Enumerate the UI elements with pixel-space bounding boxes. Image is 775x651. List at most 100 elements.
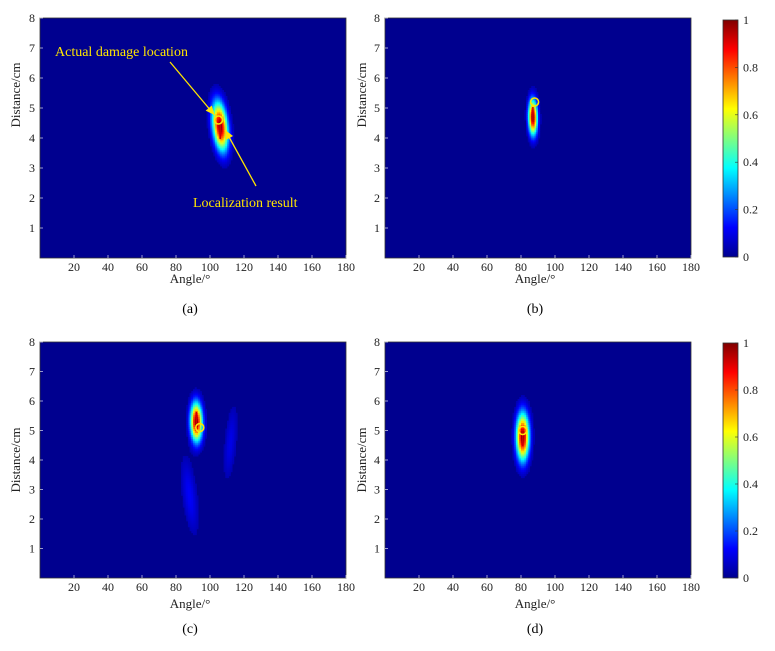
heat-cell	[218, 100, 221, 103]
heat-cell	[196, 495, 199, 498]
heat-cell	[529, 134, 532, 137]
heat-cell	[189, 426, 192, 429]
heat-cell	[526, 467, 529, 471]
heat-cell	[527, 116, 530, 119]
heat-cell	[204, 426, 207, 429]
heat-cell	[191, 436, 194, 439]
heat-cell	[235, 438, 238, 441]
heat-cell	[526, 454, 529, 457]
heat-cell	[524, 446, 527, 449]
heat-cell	[223, 446, 226, 449]
heat-cell	[193, 515, 196, 518]
heat-cell	[189, 485, 192, 488]
heat-cell	[220, 106, 223, 109]
heat-cell	[198, 416, 201, 420]
y-tick-label: 4	[29, 131, 35, 145]
heat-cell	[510, 440, 513, 443]
heat-cell	[534, 94, 537, 97]
heat-cell	[536, 124, 539, 127]
heat-cell	[514, 452, 517, 455]
heat-cell	[225, 434, 228, 437]
heat-cell	[220, 104, 223, 107]
heat-cell	[196, 416, 199, 420]
heat-cell	[191, 517, 194, 520]
heat-cell	[181, 467, 184, 471]
heat-cell	[187, 520, 190, 524]
heat-cell	[228, 442, 231, 445]
heat-cell	[529, 130, 532, 133]
heat-cell	[521, 404, 524, 408]
heat-cell	[228, 156, 231, 159]
heat-cell	[515, 465, 518, 469]
heat-cell	[203, 428, 206, 431]
heat-cell	[220, 156, 223, 159]
heat-cell	[199, 397, 202, 400]
heat-cell	[531, 426, 534, 429]
heat-cell	[519, 460, 522, 463]
heat-cell	[194, 526, 197, 530]
heat-cell	[184, 495, 187, 498]
heat-cell	[223, 144, 226, 147]
heat-cell	[233, 416, 236, 420]
heat-cell	[228, 114, 231, 117]
heat-cell	[220, 100, 223, 103]
heat-cell	[517, 401, 520, 404]
heat-cell	[514, 456, 517, 459]
heat-cell	[527, 124, 530, 127]
x-tick-labels: 20 40 60 80 100 120 140 160 180	[68, 255, 355, 274]
heat-cell	[187, 487, 190, 490]
heat-cell	[233, 450, 236, 453]
heat-cell	[532, 98, 535, 101]
heat-cell	[189, 446, 192, 449]
heat-cell	[187, 420, 190, 424]
heat-cell	[225, 120, 228, 123]
heat-cell	[216, 96, 219, 99]
heat-cell	[189, 491, 192, 494]
heat-cell	[526, 460, 529, 463]
heat-cell	[227, 420, 230, 424]
heat-cell	[220, 158, 223, 161]
heat-cell	[526, 106, 529, 109]
heat-cell	[531, 102, 534, 105]
heat-cell	[527, 420, 530, 424]
heat-cell	[191, 489, 194, 492]
heat-cell	[189, 467, 192, 471]
heat-cell	[204, 436, 207, 439]
heat-cell	[515, 404, 518, 408]
heat-cell	[527, 401, 530, 404]
heat-cell	[527, 430, 530, 433]
heat-cell	[213, 88, 216, 91]
heat-cell	[196, 526, 199, 530]
heat-cell	[225, 96, 228, 99]
heat-cell	[232, 436, 235, 439]
heat-cell	[196, 402, 199, 406]
heat-cell	[201, 446, 204, 449]
heat-cell	[216, 98, 219, 101]
heat-cell	[191, 395, 194, 398]
heat-cell	[215, 146, 218, 149]
heat-cell	[187, 481, 190, 484]
heat-cell	[193, 517, 196, 520]
y-tick-label: 1	[29, 542, 35, 556]
heat-cell	[225, 102, 228, 105]
heat-cell	[199, 446, 202, 449]
heat-cell	[519, 424, 522, 427]
x-axis-label: Angle/°	[515, 271, 556, 286]
heat-cell	[193, 507, 196, 510]
heat-cell	[527, 122, 530, 125]
heat-cell	[227, 436, 230, 439]
colorbar-tick-label: 0.8	[743, 383, 758, 397]
heat-cell	[515, 442, 518, 445]
heat-cell	[524, 436, 527, 439]
heat-cell	[215, 94, 218, 97]
heat-cell	[531, 430, 534, 433]
heat-cell	[526, 442, 529, 445]
heat-cell	[527, 112, 530, 115]
heat-cell	[514, 463, 517, 467]
heat-cell	[536, 106, 539, 109]
heat-cell	[531, 146, 534, 149]
heat-cell	[232, 124, 235, 127]
heat-cell	[538, 132, 541, 135]
heat-cell	[522, 395, 525, 398]
heat-cell	[221, 128, 224, 131]
